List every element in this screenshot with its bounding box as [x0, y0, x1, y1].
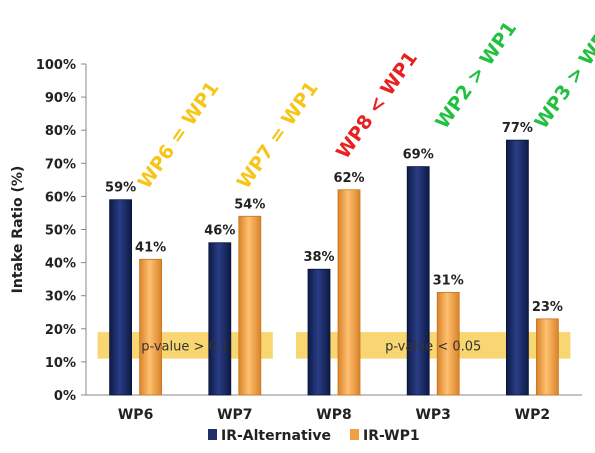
data-label: 59%: [105, 181, 136, 196]
legend-label: IR-WP1: [363, 428, 420, 444]
y-tick-label: 30%: [45, 290, 76, 305]
bar-ir-wp1: [436, 291, 460, 396]
data-label: 41%: [135, 240, 166, 255]
bar-ir-wp1: [238, 215, 262, 396]
bar-ir-wp1: [536, 318, 559, 396]
data-label: 69%: [403, 148, 434, 163]
y-tick-label: 20%: [45, 323, 76, 338]
comparison-annotation: WP3 > WP1: [530, 18, 595, 133]
data-label: 23%: [532, 300, 563, 315]
bar-ir-wp1: [139, 258, 163, 396]
comparison-annotation: WP2 > WP1: [431, 18, 521, 133]
y-tick-label: 70%: [45, 157, 76, 172]
data-label: 77%: [502, 121, 533, 136]
data-label: 54%: [234, 197, 265, 212]
x-tick-label: WP7: [217, 407, 252, 423]
y-tick-label: 60%: [45, 190, 76, 205]
legend: IR-Alternative IR-WP1: [208, 428, 420, 444]
y-tick-label: 0%: [54, 389, 76, 404]
x-tick-label: WP8: [316, 407, 351, 423]
bar-ir-alternative: [208, 242, 232, 396]
bar-ir-alternative: [406, 166, 430, 396]
y-tick-label: 40%: [45, 257, 76, 272]
y-tick-label: 10%: [45, 356, 76, 371]
axes: 0% 10% 20% 30% 40% 50% 60% 70% 80% 90% 100% WP6 WP7 W…: [10, 58, 582, 423]
legend-label: IR-Alternative: [221, 428, 331, 444]
comparison-annotation: WP7 = WP1: [233, 78, 323, 193]
bar-ir-alternative: [307, 268, 331, 396]
y-tick-label: 50%: [45, 224, 76, 239]
x-tick-label: WP2: [515, 407, 550, 423]
y-tick-label: 90%: [45, 91, 76, 106]
x-tick-label: WP6: [118, 407, 153, 423]
y-tick-label: 80%: [45, 124, 76, 139]
bars: [109, 139, 559, 396]
legend-swatch: [350, 429, 359, 440]
bar-ir-alternative: [109, 199, 132, 396]
comparison-annotation: WP6 = WP1: [134, 78, 224, 193]
band-label: p-value > 0.1: [141, 339, 229, 354]
data-label: 31%: [433, 273, 464, 288]
data-label: 38%: [303, 250, 334, 265]
legend-swatch: [208, 429, 217, 440]
band-label: p-value < 0.05: [385, 339, 481, 354]
bar-ir-wp1: [337, 189, 361, 396]
y-tick-label: 100%: [36, 58, 76, 73]
comparison-annotation: WP8 < WP1: [332, 48, 422, 163]
data-label: 62%: [333, 171, 364, 186]
bar-ir-alternative: [505, 139, 529, 396]
y-axis-title: Intake Ratio (%): [10, 166, 26, 294]
data-labels: 59% 46% 38% 69% 77% 41% 54% 62% 31% 23% p-value > …: [105, 121, 563, 354]
data-label: 46%: [204, 224, 235, 239]
x-tick-label: WP3: [415, 407, 450, 423]
